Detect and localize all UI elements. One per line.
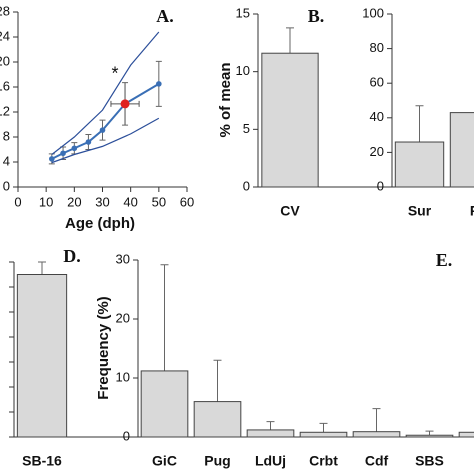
error-bar xyxy=(160,264,169,371)
x-tick-label: P xyxy=(470,203,474,219)
panel-label: D. xyxy=(63,246,81,266)
y-axis-title: Frequency (%) xyxy=(95,296,112,399)
x-tick-label: 0 xyxy=(14,194,21,209)
x-tick-label: GiC xyxy=(152,453,177,469)
y-tick-label: 16 xyxy=(0,78,10,93)
bar xyxy=(405,434,454,438)
bar xyxy=(458,431,474,438)
y-tick-label: 60 xyxy=(370,75,384,90)
x-tick-label: Sur xyxy=(408,203,432,219)
annotation: * xyxy=(112,63,119,83)
y-tick-label: 28 xyxy=(0,3,10,18)
y-tick-label: 100 xyxy=(362,5,384,20)
x-tick-label: SB-16 xyxy=(22,453,62,469)
point xyxy=(71,145,78,152)
y-tick-label: 4 xyxy=(3,153,10,168)
bar xyxy=(16,274,68,438)
y-tick-label: 5 xyxy=(243,121,250,136)
x-tick-label: LdUj xyxy=(255,453,286,469)
series-line xyxy=(51,83,160,160)
y-tick-label: 0 xyxy=(3,178,10,193)
x-tick-label: 20 xyxy=(67,194,81,209)
bar xyxy=(394,141,445,188)
error-bar xyxy=(286,27,294,54)
y-tick-label: 8 xyxy=(3,128,10,143)
y-tick-label: 20 xyxy=(370,144,384,159)
point xyxy=(60,150,66,157)
x-tick-label: 10 xyxy=(39,194,53,209)
y-tick-label: 40 xyxy=(370,109,384,124)
y-tick-label: 10 xyxy=(116,369,130,384)
y-tick-label: 0 xyxy=(123,428,130,443)
error-bar xyxy=(372,408,381,432)
y-axis-title: % of mean xyxy=(217,62,234,137)
error-bar xyxy=(38,261,46,275)
bar xyxy=(261,52,319,188)
y-tick-label: 0 xyxy=(377,178,384,193)
series-line xyxy=(51,31,160,155)
point xyxy=(49,156,55,162)
bar xyxy=(140,370,189,438)
y-tick-label: 80 xyxy=(370,40,384,55)
x-tick-label: CV xyxy=(280,203,300,219)
x-tick-label: SBS xyxy=(415,453,444,469)
bar xyxy=(299,431,348,438)
panel-label: E. xyxy=(436,250,453,270)
bar xyxy=(449,112,474,188)
error-bar xyxy=(266,421,275,430)
x-tick-label: Pug xyxy=(204,453,230,469)
series-line xyxy=(51,117,160,164)
x-tick-label: 50 xyxy=(152,194,166,209)
y-tick-label: 30 xyxy=(116,251,130,266)
x-tick-label: Cdf xyxy=(365,453,389,469)
y-tick-label: 10 xyxy=(236,63,250,78)
y-tick-label: 24 xyxy=(0,28,10,43)
point xyxy=(156,81,162,87)
x-tick-label: 40 xyxy=(123,194,137,209)
error-bar xyxy=(213,359,222,402)
error-bar xyxy=(319,422,328,433)
y-tick-label: 15 xyxy=(236,5,250,20)
bar xyxy=(193,401,242,438)
x-tick-label: Crbt xyxy=(309,453,338,469)
y-tick-label: 20 xyxy=(116,310,130,325)
x-tick-label: 60 xyxy=(180,194,194,209)
highlight-point xyxy=(120,99,130,109)
bar xyxy=(246,429,295,438)
bar xyxy=(352,431,401,438)
error-bar xyxy=(415,105,424,143)
panel-label: A. xyxy=(156,6,174,26)
error-bar xyxy=(425,430,434,436)
y-tick-label: 12 xyxy=(0,103,10,118)
panel-label: B. xyxy=(308,6,325,26)
x-tick-label: 30 xyxy=(95,194,109,209)
point xyxy=(85,139,92,145)
y-tick-label: 20 xyxy=(0,53,10,68)
y-tick-label: 0 xyxy=(243,178,250,193)
x-axis-title: Age (dph) xyxy=(65,215,135,232)
point xyxy=(99,127,106,133)
